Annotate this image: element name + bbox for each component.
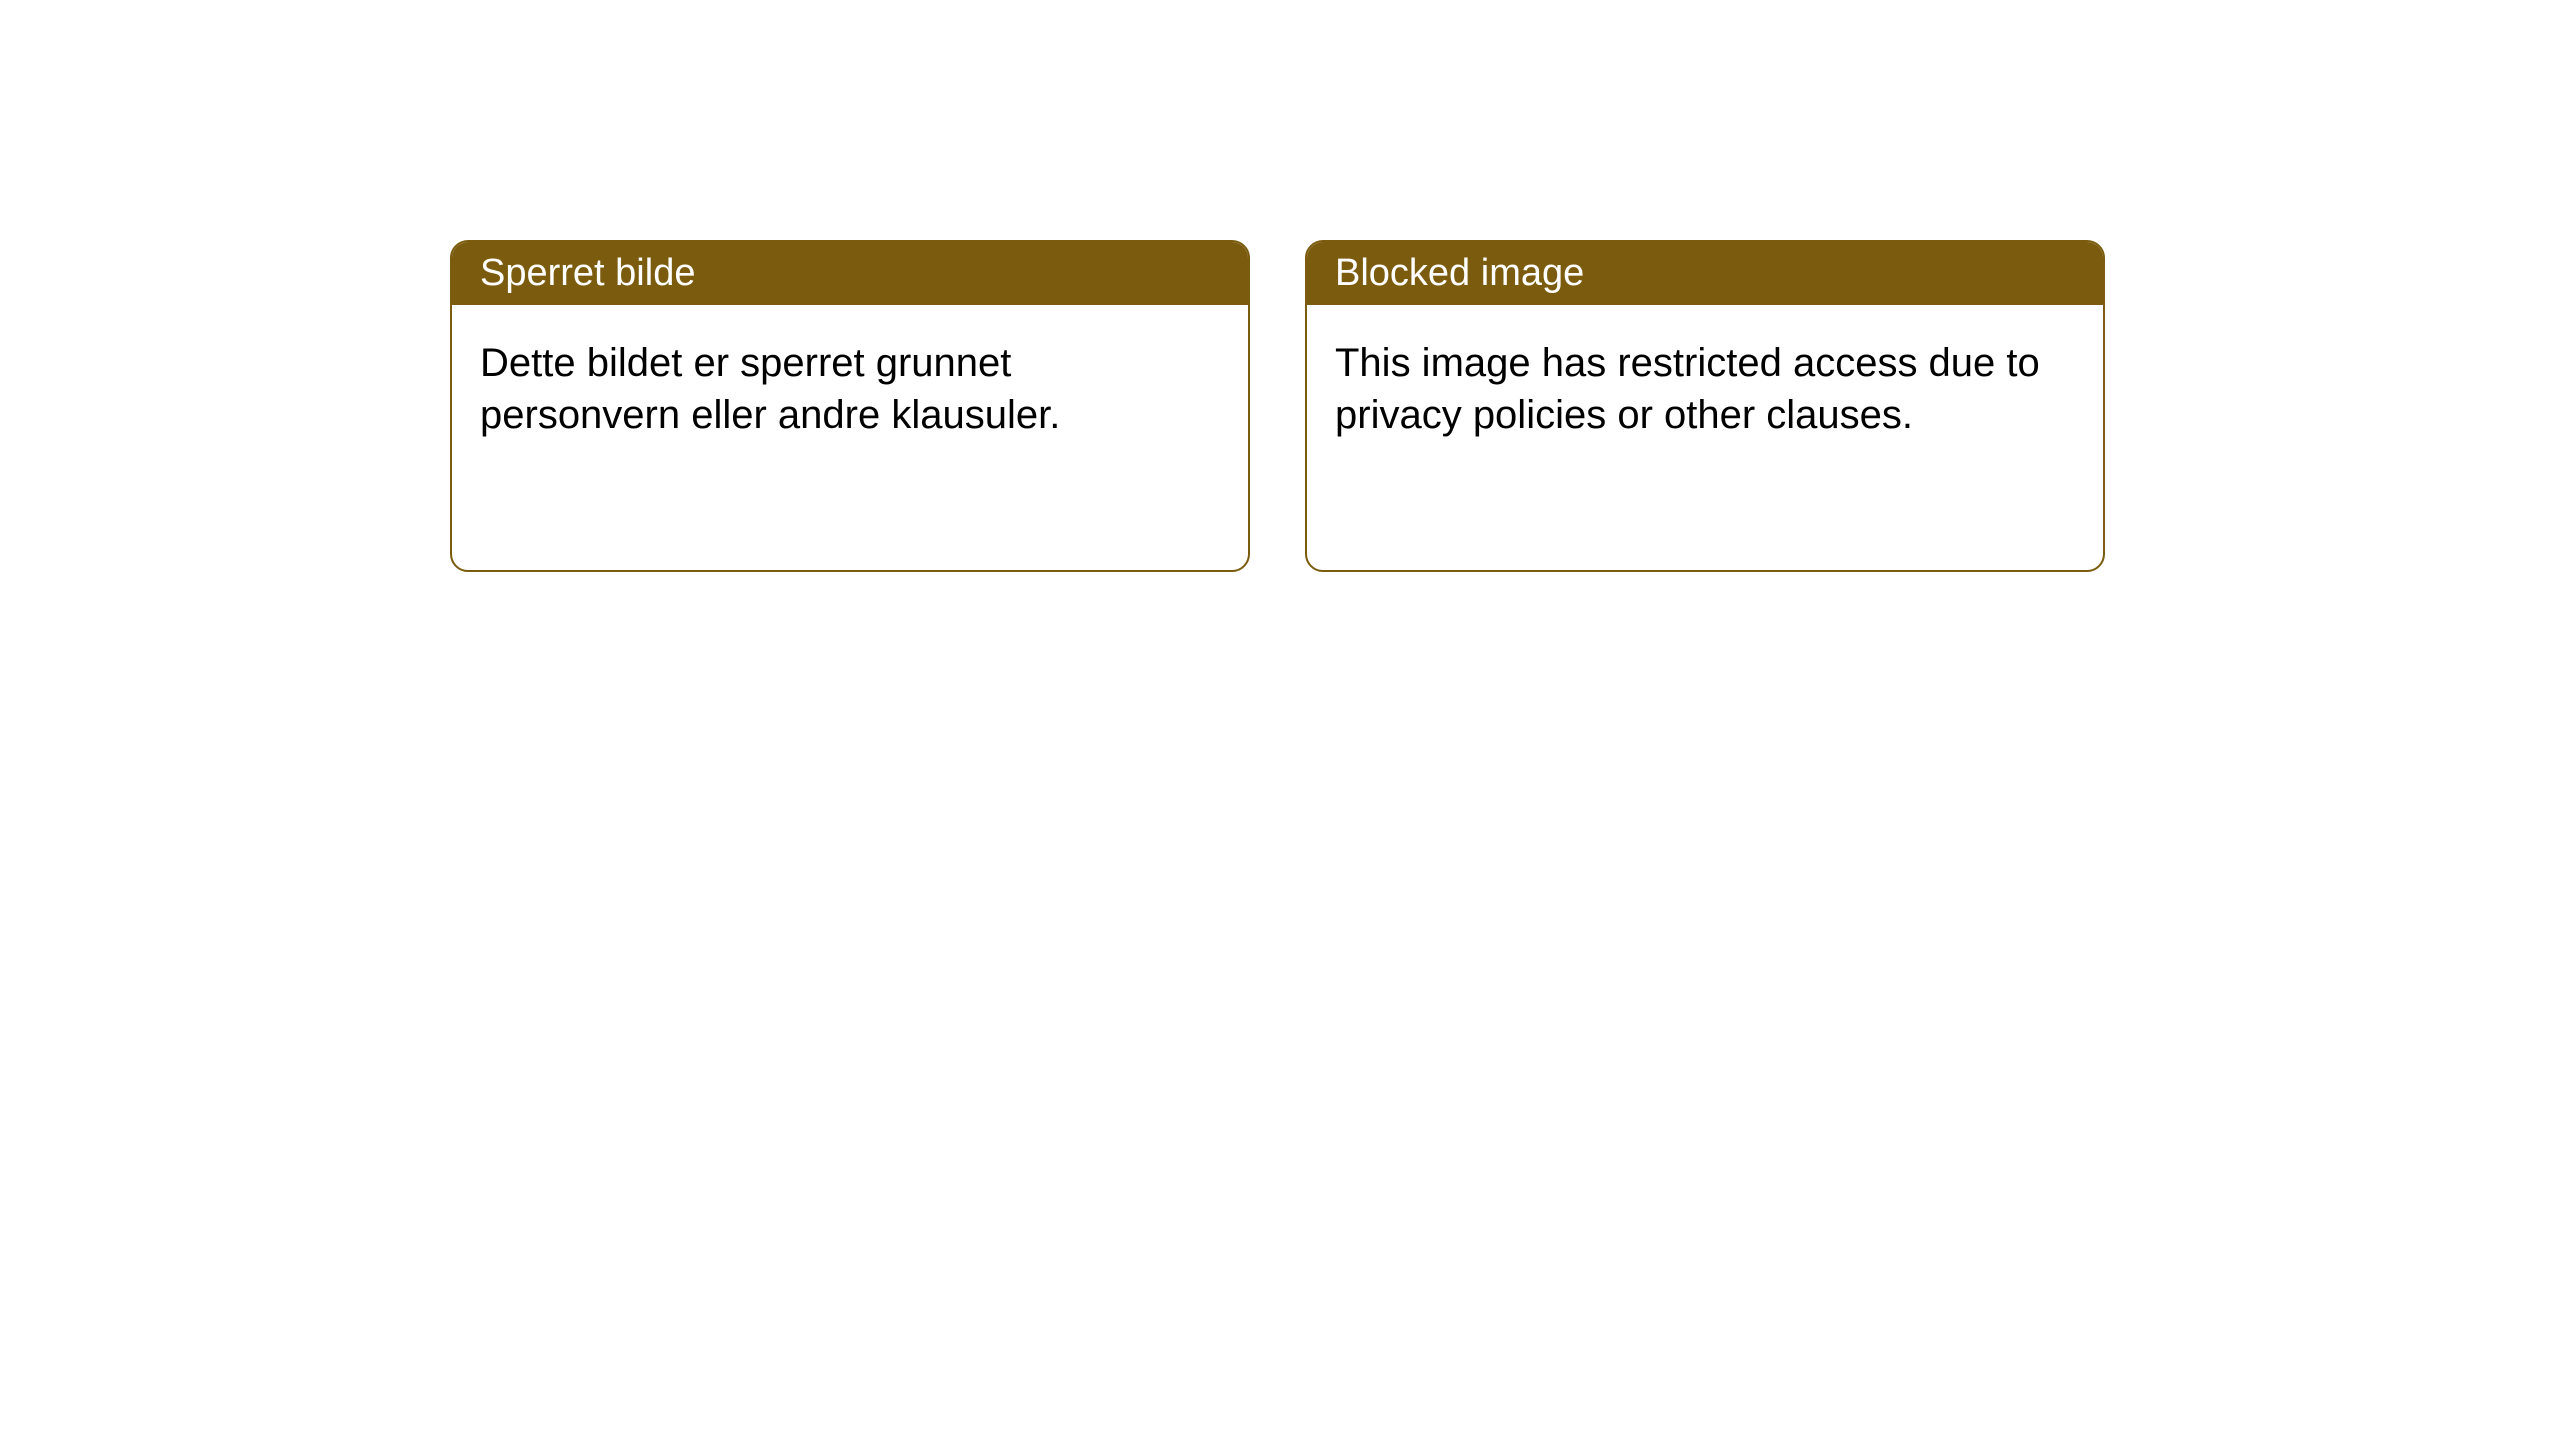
blocked-image-card-en: Blocked image This image has restricted … [1305,240,2105,572]
card-body-text: This image has restricted access due to … [1335,341,2040,437]
notice-container: Sperret bilde Dette bildet er sperret gr… [450,240,2105,572]
blocked-image-card-no: Sperret bilde Dette bildet er sperret gr… [450,240,1250,572]
card-body: This image has restricted access due to … [1307,305,2103,473]
card-header: Blocked image [1307,242,2103,305]
card-title: Blocked image [1335,252,1584,294]
card-body-text: Dette bildet er sperret grunnet personve… [480,341,1060,437]
card-title: Sperret bilde [480,252,695,294]
card-header: Sperret bilde [452,242,1248,305]
card-body: Dette bildet er sperret grunnet personve… [452,305,1248,473]
